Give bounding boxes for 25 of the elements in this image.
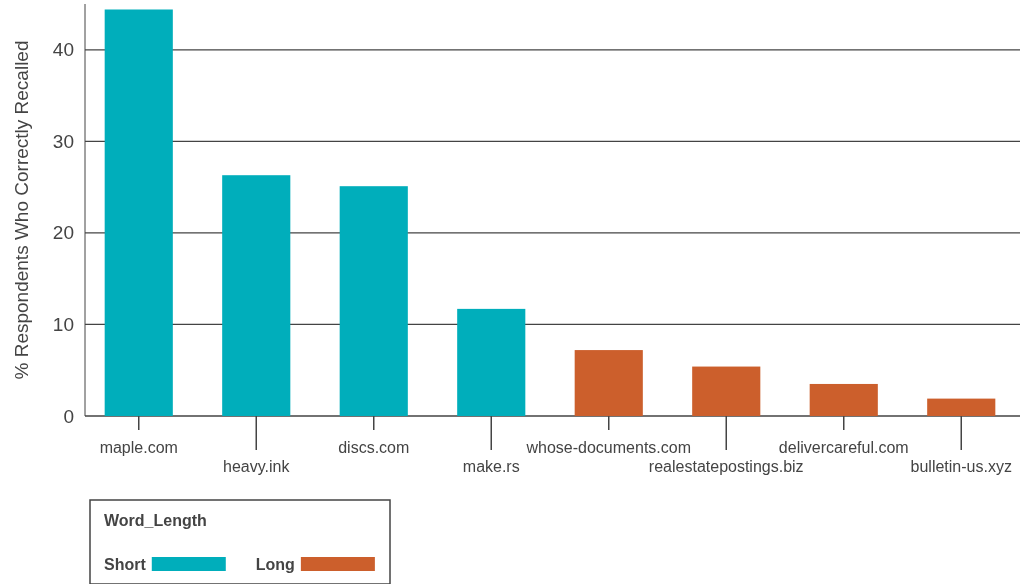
legend-title: Word_Length — [104, 512, 207, 529]
x-tick-label: realestatepostings.biz — [648, 458, 804, 475]
x-tick-label: delivercareful.com — [778, 439, 909, 456]
bar — [222, 175, 291, 416]
x-tick-label: heavy.ink — [223, 458, 291, 475]
y-tick-label: 0 — [63, 405, 74, 427]
bar — [339, 186, 408, 416]
bar — [692, 366, 761, 416]
x-tick-label: maple.com — [99, 439, 178, 456]
x-tick-label: make.rs — [462, 458, 520, 475]
legend-label: Short — [104, 556, 147, 573]
y-tick-label: 10 — [52, 314, 74, 336]
x-tick-label: discs.com — [338, 439, 410, 456]
bar — [574, 350, 643, 416]
x-tick-label: bulletin-us.xyz — [910, 458, 1012, 475]
legend-label: Long — [255, 556, 295, 573]
y-tick-label: 20 — [52, 222, 74, 244]
bar — [927, 398, 996, 416]
y-axis-title: % Respondents Who Correctly Recalled — [11, 40, 32, 380]
y-tick-label: 40 — [52, 39, 74, 61]
bar — [457, 308, 526, 416]
x-tick-label: whose-documents.com — [525, 439, 692, 456]
bar — [809, 383, 878, 416]
bar — [104, 9, 173, 416]
y-tick-label: 30 — [52, 130, 74, 152]
